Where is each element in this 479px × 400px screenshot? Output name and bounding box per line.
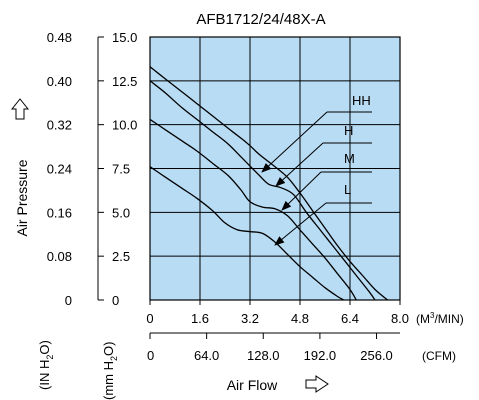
x-tick-label: 4.8 <box>291 311 309 326</box>
y-direction-arrow-icon <box>10 98 30 120</box>
series-label-hh: HH <box>352 93 371 108</box>
series-label-h: H <box>344 123 353 138</box>
y-tick-label-mm: 7.5 <box>112 162 130 177</box>
label-arrow-m <box>281 171 322 211</box>
plot-frame <box>149 36 401 301</box>
y-axis-label: Air Pressure <box>14 159 30 236</box>
y-tick-label-in: 0.16 <box>47 205 72 220</box>
curve-l <box>149 166 345 301</box>
y-tick-label-mm: 10.0 <box>112 118 137 133</box>
gridlines <box>150 37 400 300</box>
curve-m <box>149 118 357 301</box>
y-tick-label-in: 0.32 <box>47 118 72 133</box>
label-arrow-l <box>274 202 327 246</box>
y-tick-label-mm: 12.5 <box>112 74 137 89</box>
y-tick-label-mm: 5.0 <box>112 205 130 220</box>
y-tick-label-mm: 0 <box>112 293 119 308</box>
y-tick-label-in: 0.08 <box>47 249 72 264</box>
x-tick-label: 6.4 <box>341 311 359 326</box>
y-unit-outer: (IN H2O) <box>37 340 55 390</box>
cfm-ticks: 0 64.0 128.0 192.0 256.0 <box>147 332 400 363</box>
x-axis-label: Air Flow <box>227 377 278 393</box>
curve-hh <box>149 66 388 301</box>
y-tick-label-mm: 2.5 <box>112 249 130 264</box>
cfm-tick-label: 64.0 <box>194 348 219 363</box>
y-tick-label-in: 0.40 <box>47 74 72 89</box>
cfm-tick-label: 128.0 <box>247 348 280 363</box>
curve-h <box>149 80 376 301</box>
x-direction-arrow-icon <box>305 375 329 393</box>
x-tick-label: 1.6 <box>191 311 209 326</box>
x-unit-secondary: (CFM) <box>422 349 456 363</box>
cfm-tick-label: 256.0 <box>360 348 393 363</box>
y-ticks-in: 0 0.08 0.16 0.24 0.32 0.40 0.48 <box>47 30 72 308</box>
x-ticks: 0 1.6 3.2 4.8 6.4 8.0 <box>146 300 409 326</box>
y-tick-label-in: 0.48 <box>47 30 72 45</box>
label-arrow-hh <box>261 111 328 173</box>
y-tick-label-in: 0.24 <box>47 162 72 177</box>
x-unit-primary: (M3/MIN) <box>416 311 464 326</box>
x-tick-label: 0 <box>146 311 153 326</box>
y-tick-label-in: 0 <box>65 293 72 308</box>
cfm-tick-label: 0 <box>147 348 154 363</box>
cfm-tick-label: 192.0 <box>304 348 337 363</box>
x-tick-label: 3.2 <box>241 311 259 326</box>
y-ticks-mm: 0 2.5 5.0 7.5 10.0 12.5 15.0 <box>98 30 137 308</box>
y-unit-inner: (mm H2O) <box>101 342 119 400</box>
label-arrow-h <box>275 142 324 187</box>
curves <box>149 66 388 301</box>
chart-title: AFB1712/24/48X-A <box>196 11 325 28</box>
x-tick-label: 8.0 <box>391 311 409 326</box>
y-tick-label-mm: 15.0 <box>112 30 137 45</box>
series-label-m: M <box>344 151 355 166</box>
series-label-l: L <box>344 182 351 197</box>
